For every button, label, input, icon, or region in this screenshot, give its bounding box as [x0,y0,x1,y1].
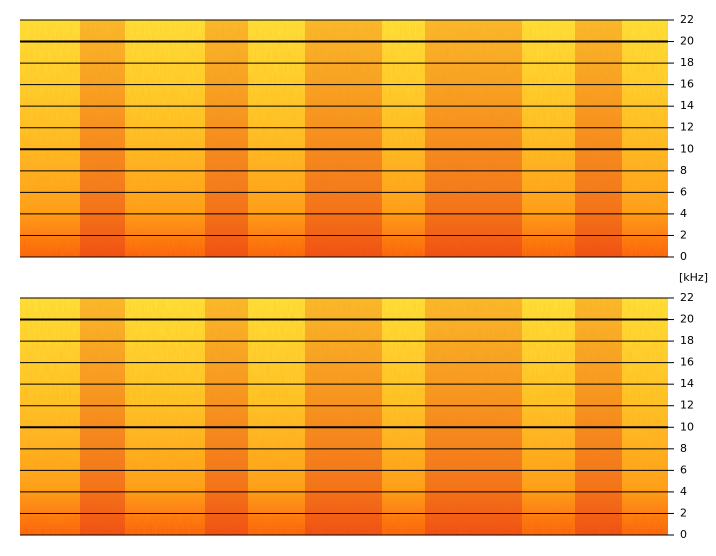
y-tick-label: 0 [680,250,687,263]
spectrogram-band [80,20,125,257]
y-tick-label: 2 [680,506,687,519]
y-tick-label: 12 [680,121,694,134]
y-tick-label: 20 [680,313,694,326]
y-tick-label: 0 [680,528,687,541]
spectrogram-band [80,298,125,535]
spectrogram-band [205,20,248,257]
spectrogram-band [305,20,382,257]
y-tick-label: 16 [680,356,694,369]
y-tick-label: 18 [680,334,694,347]
y-axis-label: [kHz] [679,271,708,284]
y-tick-label: 16 [680,78,694,91]
y-tick-label: 22 [680,291,694,304]
y-tick-label: 10 [680,420,694,433]
y-tick-label: 8 [680,164,687,177]
y-tick-label: 18 [680,56,694,69]
spectrogram-band [575,298,622,535]
y-tick-label: 14 [680,377,694,390]
y-tick-label: 14 [680,99,694,112]
y-tick-label: 2 [680,228,687,241]
y-tick-label: 6 [680,185,687,198]
spectrogram-band [575,20,622,257]
y-tick-label: 10 [680,142,694,155]
spectrogram-band [305,298,382,535]
spectrogram-band [425,298,522,535]
spectrogram-band [205,298,248,535]
y-tick-label: 20 [680,35,694,48]
y-tick-label: 6 [680,463,687,476]
y-tick-label: 12 [680,399,694,412]
y-tick-label: 4 [680,207,687,220]
y-tick-label: 22 [680,13,694,26]
spectrogram-band [425,20,522,257]
y-tick-label: 8 [680,442,687,455]
y-tick-label: 4 [680,485,687,498]
